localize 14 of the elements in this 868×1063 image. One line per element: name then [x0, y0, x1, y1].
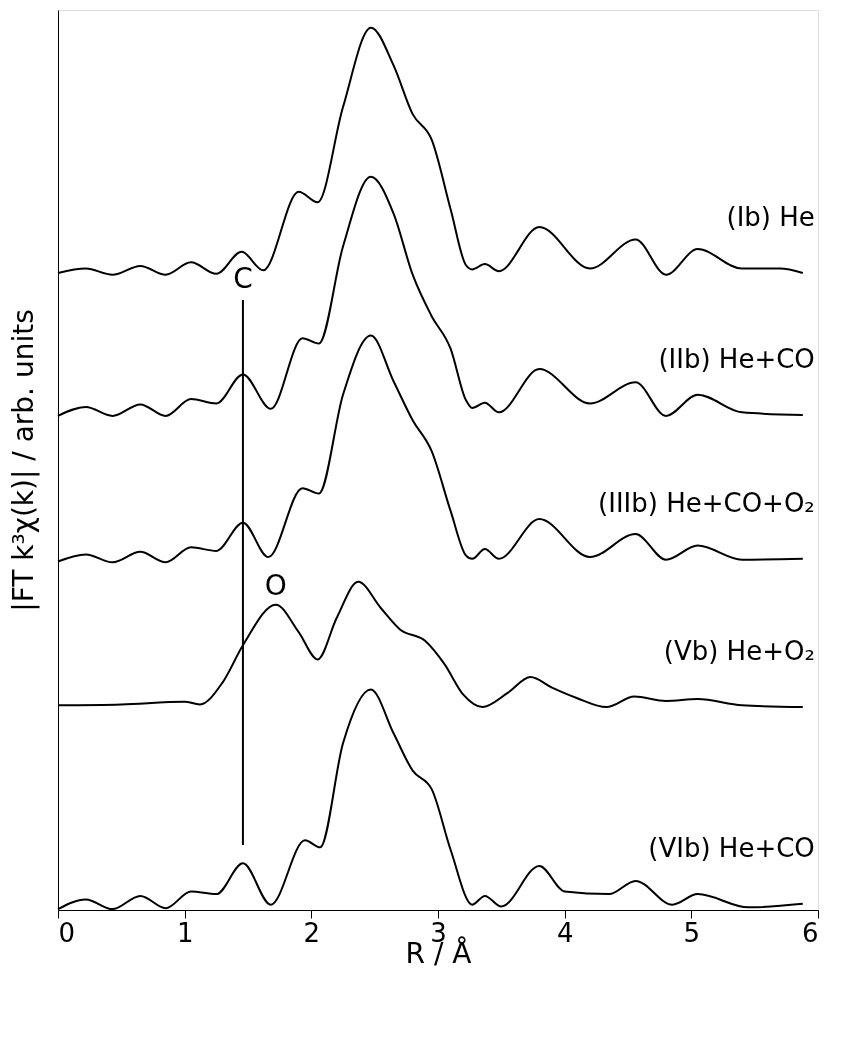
series-label: (IIIb) He+CO+O₂ — [598, 487, 815, 518]
x-tick-label: 2 — [303, 917, 321, 948]
annotation: O — [264, 568, 287, 602]
series-label: (Ib) He — [726, 201, 815, 232]
y-axis-title: |FT k³χ(k)| / arb. units — [6, 309, 40, 612]
x-tick-label: 4 — [556, 917, 574, 948]
series-label: (VIb) He+CO — [648, 832, 815, 863]
x-tick-label: 5 — [683, 917, 701, 948]
x-tick-label: 6 — [801, 917, 819, 948]
x-tick-label: 0 — [58, 917, 76, 948]
x-tick-label: 1 — [176, 917, 194, 948]
ref-line-label: C — [233, 262, 253, 295]
series-label: (Vb) He+O₂ — [663, 636, 815, 667]
series-label: (IIb) He+CO — [658, 344, 815, 374]
